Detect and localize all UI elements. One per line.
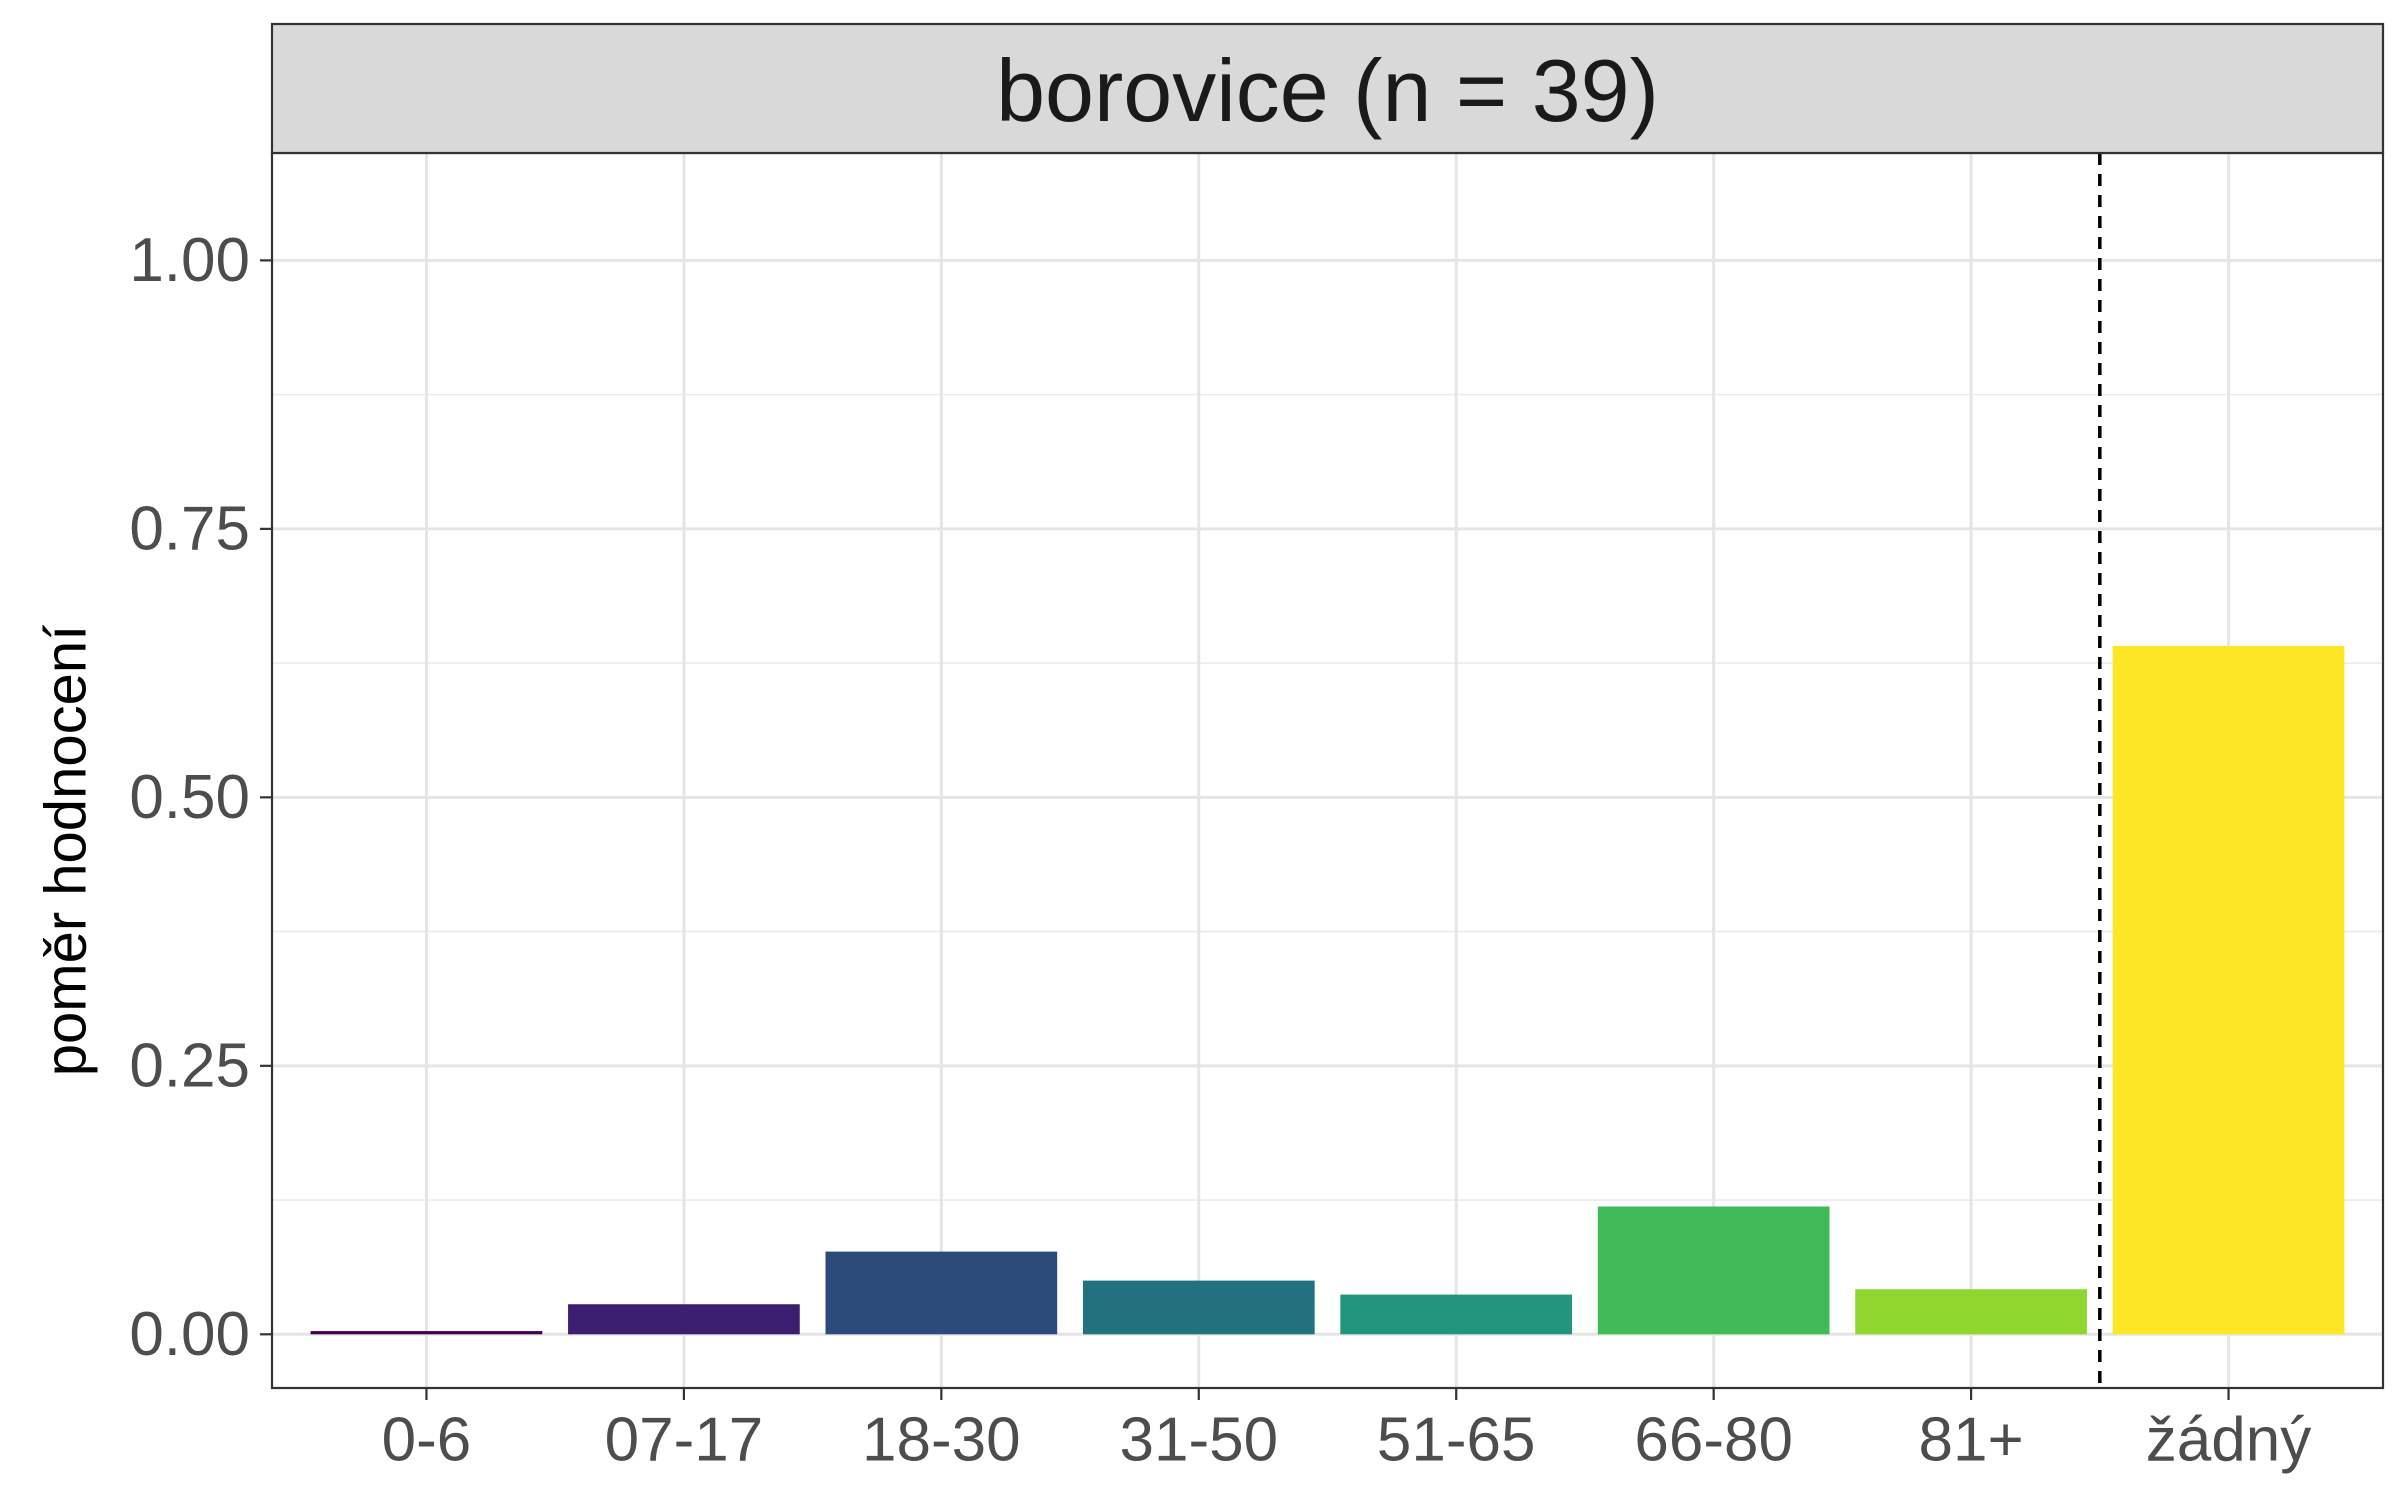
grid-lines [272,153,2383,1388]
y-tick-label: 0.00 [129,1300,250,1369]
x-tick-label: 18-30 [862,1406,1021,1475]
bar-31-50 [1082,1280,1315,1335]
facet-title: borovice (n = 39) [996,41,1659,140]
bar-18-30 [825,1251,1058,1335]
facet-strip [270,22,2385,155]
y-tick-label: 0.75 [129,494,250,563]
bar-66-80 [1597,1206,1830,1335]
y-axis-label: poměr hodnocení [34,625,99,1076]
x-tick-label: žádný [2146,1406,2311,1475]
bar-žádný [2112,645,2345,1335]
x-tick-label: 66-80 [1634,1406,1793,1475]
y-tick-label: 0.25 [129,1031,250,1100]
y-tick-label: 1.00 [129,226,250,295]
bar-51-65 [1340,1294,1573,1335]
x-tick-label: 07-17 [605,1406,764,1475]
bar-81+ [1855,1289,2087,1335]
x-tick-label: 0-6 [382,1406,472,1475]
bars [310,645,2345,1335]
x-tick-label: 31-50 [1119,1406,1278,1475]
bar-07-17 [568,1304,800,1335]
y-tick-label: 0.50 [129,763,250,832]
bar-0-6 [310,1331,543,1335]
y-axis: 0.00 0.25 0.50 0.75 1.00 [129,226,272,1369]
x-tick-label: 51-65 [1377,1406,1536,1475]
x-axis: 0-6 07-17 18-30 31-50 51-65 66-80 81+ žádný [382,1388,2311,1475]
x-tick-label: 81+ [1919,1406,2024,1475]
